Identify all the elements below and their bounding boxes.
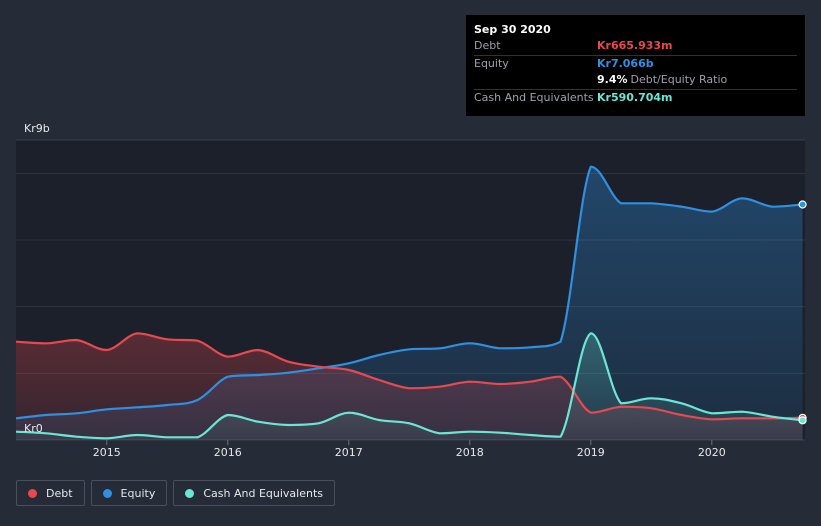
tooltip-ratio-row: 9.4% Debt/Equity Ratio (474, 72, 797, 90)
legend-dot-debt-icon (28, 488, 37, 498)
tooltip-cash-value: Kr590.704m (597, 90, 673, 104)
x-tick-label-2019: 2019 (577, 446, 605, 459)
x-tick-label-2016: 2016 (214, 446, 242, 459)
legend-item-equity[interactable]: Equity (90, 480, 168, 506)
series-lines (15, 165, 803, 440)
tooltip-date: Sep 30 2020 (474, 23, 551, 36)
tooltip-ratio-value: 9.4% (597, 73, 628, 86)
tooltip-ratio-label: Debt/Equity Ratio (630, 73, 728, 86)
legend-dot-equity-icon (102, 488, 112, 498)
x-tick-label-2020: 2020 (698, 446, 726, 459)
legend-label-cash: Cash And Equivalents (203, 486, 323, 500)
debt-line (15, 332, 803, 421)
legend-label-debt: Debt (46, 486, 73, 500)
cash-line (15, 332, 803, 440)
legend-item-debt[interactable]: Debt (16, 480, 85, 506)
x-tick-label-2015: 2015 (93, 446, 121, 459)
tooltip-cash-row: Cash And Equivalents Kr590.704m (474, 90, 797, 107)
y-axis-min-label: Kr0 (24, 422, 43, 435)
legend-dot-cash-icon (185, 488, 195, 498)
legend-item-cash[interactable]: Cash And Equivalents (173, 480, 335, 506)
tooltip-debt-row: Debt Kr665.933m (474, 38, 797, 56)
tooltip-equity-value: Kr7.066b (597, 56, 654, 70)
tooltip-equity-label: Equity (474, 56, 509, 70)
y-axis-max-label: Kr9b (24, 122, 50, 135)
tooltip-cash-label: Cash And Equivalents (474, 90, 594, 104)
x-tick-label-2017: 2017 (335, 446, 363, 459)
legend-label-equity: Equity (120, 486, 156, 500)
series-areas (16, 166, 803, 441)
chart-legend: Debt Equity Cash And Equivalents (16, 480, 335, 506)
tooltip-debt-value: Kr665.933m (597, 39, 673, 52)
x-axis-ticks: 2015 2016 2017 2018 2019 2020 (93, 440, 726, 459)
equity-line (15, 165, 803, 420)
x-tick-label-2018: 2018 (456, 446, 484, 459)
equity-end-marker (798, 200, 807, 209)
cash-end-marker (798, 416, 807, 425)
chart-tooltip: Sep 30 2020 Debt Kr665.933m Equity Kr7.0… (466, 15, 805, 116)
series-markers (798, 200, 807, 425)
cash-area (16, 333, 803, 440)
tooltip-debt-label: Debt (474, 39, 501, 52)
tooltip-equity-row: Equity Kr7.066b (474, 56, 797, 73)
